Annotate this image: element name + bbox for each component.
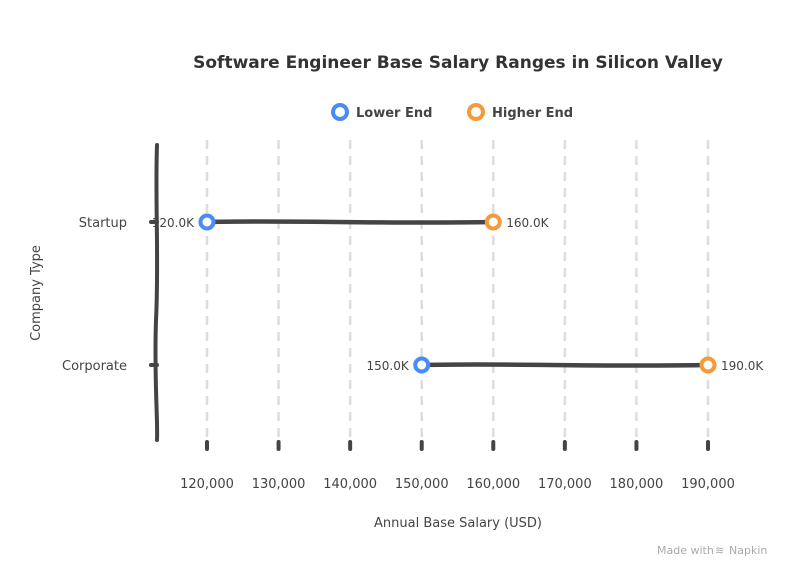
- chart-title: Software Engineer Base Salary Ranges in …: [193, 53, 723, 73]
- y-tick-label: Corporate: [62, 359, 127, 374]
- lower-end-point: [198, 213, 216, 231]
- x-tick-label: 150,000: [395, 477, 449, 492]
- x-tick-label: 190,000: [681, 477, 735, 492]
- legend-marker: [331, 103, 349, 121]
- y-axis-label: Company Type: [29, 245, 44, 341]
- higher-value-label: 190.0K: [721, 359, 764, 373]
- lower-value-label: 120.0K: [152, 216, 195, 230]
- y-tick-label: Startup: [79, 216, 127, 231]
- range-bar: [206, 219, 494, 225]
- x-tick-label: 130,000: [252, 477, 306, 492]
- footer-made-with: Made with: [657, 544, 714, 557]
- x-tick-label: 140,000: [323, 477, 377, 492]
- legend-marker: [467, 103, 485, 121]
- legend-label: Lower End: [356, 106, 432, 121]
- lower-end-point: [413, 356, 431, 374]
- legend: Lower End Higher End: [331, 103, 573, 121]
- lower-value-label: 150.0K: [366, 359, 409, 373]
- footer-brand: Napkin: [729, 544, 767, 557]
- grid: [205, 140, 710, 440]
- higher-end-point: [484, 213, 502, 231]
- x-tick-label: 170,000: [538, 477, 592, 492]
- x-tick-label: 180,000: [610, 477, 664, 492]
- rows: Startup 120.0K 160.0K Corporate 150.0K 190.0K: [62, 213, 764, 374]
- napkin-logo-icon: ≋: [715, 544, 724, 557]
- x-ticks: 120,000 130,000 140,000 150,000 160,000 170,0…: [180, 440, 735, 492]
- legend-label: Higher End: [492, 106, 573, 121]
- y-axis-line: [153, 143, 160, 442]
- higher-end-point: [699, 356, 717, 374]
- x-tick-label: 120,000: [180, 477, 234, 492]
- range-bar: [421, 362, 709, 368]
- higher-value-label: 160.0K: [506, 216, 549, 230]
- x-tick-label: 160,000: [466, 477, 520, 492]
- x-axis-label: Annual Base Salary (USD): [374, 516, 542, 531]
